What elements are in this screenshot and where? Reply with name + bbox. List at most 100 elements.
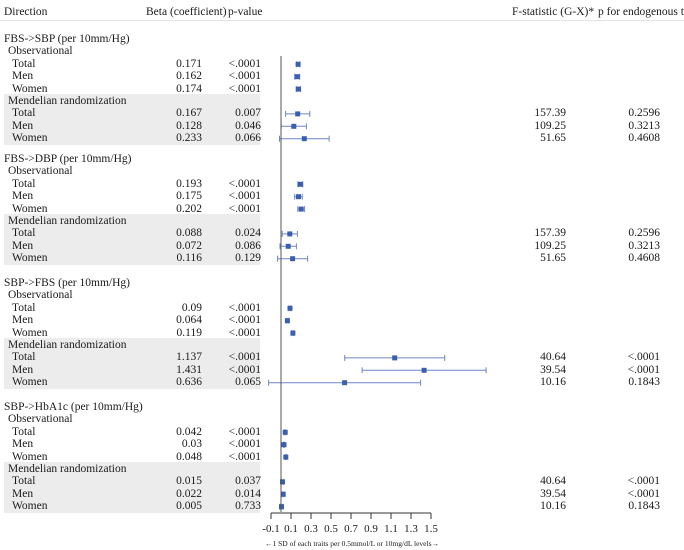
p-value: <.0001 xyxy=(228,177,261,190)
point-estimate xyxy=(290,256,296,262)
row-label: Men xyxy=(12,239,34,252)
beta-value: 0.167 xyxy=(176,107,202,120)
f-statistic: 51.65 xyxy=(540,252,566,265)
point-estimate xyxy=(290,330,296,336)
point-estimate xyxy=(282,429,288,435)
point-estimate xyxy=(280,479,285,485)
row-label: Women xyxy=(12,500,48,513)
x-tick-label: 0.9 xyxy=(364,523,378,535)
row-label: Total xyxy=(12,301,36,314)
point-estimate xyxy=(301,136,307,142)
p-endogenous: 0.4608 xyxy=(628,252,660,265)
beta-value: 0.202 xyxy=(176,202,202,215)
p-value: 0.046 xyxy=(235,119,261,132)
beta-value: 1.431 xyxy=(176,363,202,376)
x-tick-label: 0.3 xyxy=(304,523,318,535)
row-label: Men xyxy=(12,190,34,203)
p-value: <.0001 xyxy=(228,363,261,376)
p-endogenous: <.0001 xyxy=(627,475,660,488)
header-fstat: F-statistic (G-X)* xyxy=(512,6,595,18)
beta-value: 0.162 xyxy=(176,70,202,83)
row-label: Total xyxy=(12,107,36,120)
row-label: Women xyxy=(12,450,48,463)
group-label: Observational xyxy=(8,165,73,178)
p-value: 0.066 xyxy=(235,132,261,145)
section-title: SBP->HbA1c (per 10mm/Hg) xyxy=(4,401,143,413)
header-beta: Beta (coefficient) xyxy=(146,6,227,18)
p-value: 0.733 xyxy=(235,500,261,513)
group-label: Mendelian randomization xyxy=(8,463,127,475)
point-estimate xyxy=(421,367,427,373)
header-pvalue: p-value xyxy=(228,6,263,18)
beta-value: 0.171 xyxy=(176,57,202,70)
p-value: 0.037 xyxy=(235,475,261,488)
header-direction: Direction xyxy=(4,6,48,18)
group-label: Observational xyxy=(8,45,73,58)
f-statistic: 39.54 xyxy=(540,487,566,500)
point-estimate xyxy=(287,305,293,311)
row-label: Men xyxy=(12,438,34,451)
x-tick-label: 0.5 xyxy=(324,523,338,535)
beta-value: 0.015 xyxy=(176,475,202,488)
point-estimate xyxy=(392,355,398,361)
group-label: Mendelian randomization xyxy=(8,215,127,227)
point-estimate xyxy=(295,111,301,117)
p-endogenous: 0.1843 xyxy=(628,500,660,513)
point-estimate xyxy=(281,442,287,448)
x-tick-label: 0.1 xyxy=(284,523,298,535)
p-value: 0.086 xyxy=(235,239,261,252)
mr-highlight-band xyxy=(4,462,260,513)
p-value: <.0001 xyxy=(228,57,261,70)
group-label: Mendelian randomization xyxy=(8,339,127,351)
point-estimate xyxy=(296,194,301,200)
p-value: <.0001 xyxy=(228,450,261,463)
row-label: Men xyxy=(12,487,34,500)
beta-value: 0.636 xyxy=(176,376,202,389)
beta-value: 0.128 xyxy=(176,119,202,132)
row-label: Total xyxy=(12,475,36,488)
point-estimate xyxy=(284,318,290,324)
header-divider xyxy=(0,20,684,21)
p-value: <.0001 xyxy=(228,301,261,314)
f-statistic: 39.54 xyxy=(540,363,566,376)
f-statistic: 51.65 xyxy=(540,132,566,145)
point-estimate xyxy=(295,61,301,67)
f-statistic: 157.39 xyxy=(534,107,566,120)
header-pendo: p for endogenous test† xyxy=(598,6,684,18)
p-value: <.0001 xyxy=(228,82,261,95)
f-statistic: 109.25 xyxy=(534,239,566,252)
x-tick-label: 1.1 xyxy=(384,523,398,535)
row-label: Men xyxy=(12,70,34,83)
beta-value: 0.03 xyxy=(181,438,202,451)
p-value: <.0001 xyxy=(228,425,261,438)
beta-value: 0.022 xyxy=(176,487,202,500)
p-value: <.0001 xyxy=(228,351,261,364)
f-statistic: 40.64 xyxy=(540,475,566,488)
p-value: 0.065 xyxy=(235,376,261,389)
row-label: Women xyxy=(12,82,48,95)
p-value: <.0001 xyxy=(228,326,261,339)
point-estimate xyxy=(283,454,289,460)
p-value: 0.024 xyxy=(235,227,261,240)
point-estimate xyxy=(297,181,303,187)
mr-highlight-band xyxy=(4,338,260,389)
x-tick-label: 0.7 xyxy=(344,523,358,535)
p-endogenous: 0.1843 xyxy=(628,376,660,389)
beta-value: 0.072 xyxy=(176,239,202,252)
beta-value: 0.09 xyxy=(181,301,202,314)
beta-value: 0.064 xyxy=(176,314,202,327)
point-estimate xyxy=(287,231,293,237)
beta-value: 0.119 xyxy=(176,326,202,339)
beta-value: 0.175 xyxy=(176,190,202,203)
p-value: 0.007 xyxy=(235,107,261,120)
row-label: Men xyxy=(12,119,34,132)
group-label: Observational xyxy=(8,413,73,426)
p-value: <.0001 xyxy=(228,438,261,451)
beta-value: 1.137 xyxy=(176,351,202,364)
p-endogenous: <.0001 xyxy=(627,363,660,376)
f-statistic: 10.16 xyxy=(540,376,566,389)
p-endogenous: <.0001 xyxy=(627,487,660,500)
x-tick-label: -0.1 xyxy=(262,523,279,535)
row-label: Women xyxy=(12,202,48,215)
beta-value: 0.193 xyxy=(176,177,202,190)
